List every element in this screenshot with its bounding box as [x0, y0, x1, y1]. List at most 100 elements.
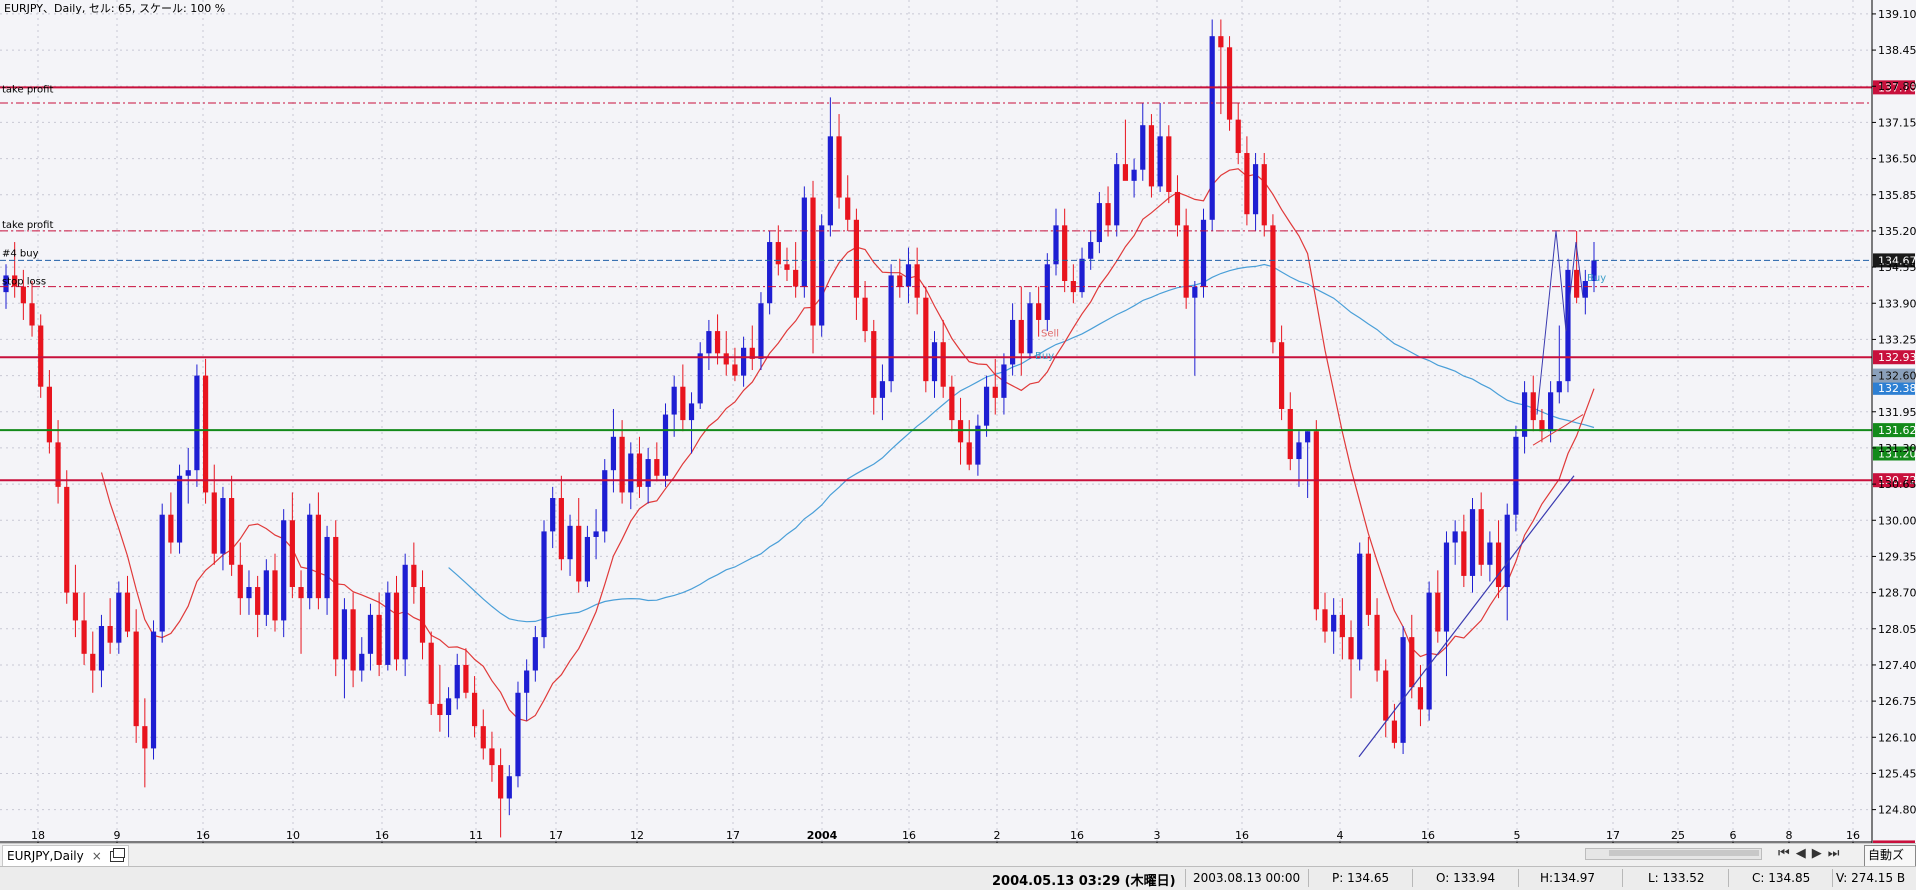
- first-page-icon[interactable]: ⏮: [1778, 846, 1790, 861]
- candle-body: [983, 386, 990, 426]
- candle-body: [697, 353, 703, 404]
- chart-tab-bar: EURJPY,Daily × ⏮ ◀ ▶ ⏭ 自動ズーム: [0, 843, 1916, 881]
- price-tick-label: 126.10: [1878, 731, 1916, 744]
- sell-signal-label: Sell: [1041, 329, 1059, 340]
- candle-body: [1036, 303, 1042, 320]
- time-tick-label: 17: [1606, 829, 1620, 842]
- candle-body: [1409, 637, 1415, 688]
- close-icon[interactable]: ×: [91, 849, 102, 863]
- buy-order-label: #4 buy: [2, 248, 39, 259]
- candle-body: [1469, 509, 1476, 576]
- candle-body: [107, 625, 113, 643]
- candle-body: [116, 592, 122, 643]
- candle-body: [272, 570, 278, 621]
- price-tick-label: 131.30: [1878, 442, 1916, 455]
- status-divider: [1728, 869, 1729, 887]
- candle-body: [654, 459, 660, 476]
- price-chart[interactable]: 137.78 132.93 131.62 130.72 124.12 132.38 131.…: [0, 0, 1916, 843]
- candle-body: [1565, 269, 1571, 382]
- status-divider: [1412, 869, 1413, 887]
- window-title: EURJPY、Daily, セル: 65, スケール: 100 %: [4, 2, 225, 15]
- candle-body: [714, 331, 721, 354]
- candle-body: [1357, 553, 1363, 660]
- candle-body: [12, 275, 18, 287]
- price-tick-label: 134.55: [1878, 261, 1916, 274]
- candle-body: [1539, 420, 1545, 432]
- time-tick-label: 18: [31, 829, 45, 842]
- time-tick-label: 5: [1514, 829, 1521, 842]
- candle-body: [38, 325, 44, 387]
- candle-body: [1452, 531, 1458, 543]
- price-tick-label: 129.35: [1878, 550, 1916, 563]
- candle-body: [1331, 614, 1337, 632]
- candle-body: [645, 459, 651, 487]
- price-axis: 139.10 138.45 137.80 137.15 136.50 135.85 135.…: [1871, 0, 1916, 843]
- chart-scrollbar[interactable]: [1585, 848, 1762, 860]
- candle-body: [1166, 136, 1172, 192]
- time-tick-label: 8: [1786, 829, 1793, 842]
- time-tick-label: 11: [469, 829, 483, 842]
- candle-body: [576, 525, 582, 582]
- candle-body: [931, 342, 938, 382]
- candle-body: [246, 587, 252, 599]
- time-tick-label: 6: [1730, 829, 1737, 842]
- candle-body: [20, 286, 26, 304]
- prev-icon[interactable]: ◀: [1795, 846, 1806, 861]
- window-icon[interactable]: [109, 847, 125, 862]
- chart-tab[interactable]: EURJPY,Daily ×: [2, 845, 129, 866]
- candle-body: [940, 342, 946, 387]
- candle-body: [602, 470, 608, 532]
- horizontal-lines[interactable]: 137.78 132.93 131.62 130.72 124.12 132.38 131.…: [0, 80, 1916, 843]
- candle-body: [1339, 614, 1345, 638]
- time-tick-label: 3: [1154, 829, 1161, 842]
- candle-body: [1478, 509, 1484, 565]
- status-divider: [1308, 869, 1309, 887]
- candle-body: [905, 264, 912, 287]
- candle-body: [1417, 687, 1424, 710]
- candle-body: [1088, 242, 1094, 259]
- candle-body: [810, 197, 816, 326]
- candle-body: [1096, 203, 1102, 243]
- candle-body: [966, 442, 972, 465]
- candle-body: [949, 386, 955, 421]
- status-close: C: 134.85: [1752, 871, 1811, 885]
- candle-body: [1131, 169, 1137, 181]
- buy-signal-label: Buy: [1587, 273, 1606, 284]
- candle-body: [1279, 342, 1285, 409]
- candle-body: [1348, 637, 1354, 660]
- candle-body: [1027, 303, 1033, 354]
- level-price-tag: [1873, 473, 1915, 488]
- candle-body: [1200, 219, 1207, 287]
- candle-body: [1001, 364, 1007, 398]
- candle-body: [350, 609, 356, 671]
- time-tick-label: 16: [1070, 829, 1084, 842]
- price-tag-label: 132.60: [1878, 370, 1916, 383]
- candle-body: [567, 525, 573, 560]
- candle-body: [1443, 542, 1450, 632]
- candle-body: [1252, 164, 1259, 215]
- next-icon[interactable]: ▶: [1811, 846, 1822, 861]
- candle-body: [550, 498, 556, 532]
- time-tick-label: 25: [1671, 829, 1685, 842]
- candle-body: [159, 514, 165, 632]
- candle-body: [688, 403, 695, 421]
- candle-body: [775, 242, 781, 265]
- candle-body: [740, 347, 747, 376]
- level-price-label: 132.93: [1878, 351, 1916, 364]
- candle-body: [662, 414, 669, 476]
- time-tick-label: 2: [994, 829, 1001, 842]
- scrollbar-thumb[interactable]: [1609, 850, 1759, 856]
- candle-body: [1582, 281, 1588, 298]
- candle-body: [749, 347, 755, 359]
- price-tick-label: 124.80: [1878, 804, 1916, 817]
- candle-body: [1287, 408, 1293, 460]
- current-price-label: 134.67: [1878, 254, 1916, 267]
- take-profit-label: take profit: [2, 84, 53, 95]
- candle-body: [1383, 670, 1389, 721]
- candle-body: [1504, 514, 1510, 588]
- last-page-icon[interactable]: ⏭: [1827, 846, 1840, 861]
- candle-body: [671, 386, 677, 415]
- candle-body: [1209, 36, 1215, 220]
- candle-body: [1435, 592, 1441, 632]
- time-tick-label: 12: [630, 829, 644, 842]
